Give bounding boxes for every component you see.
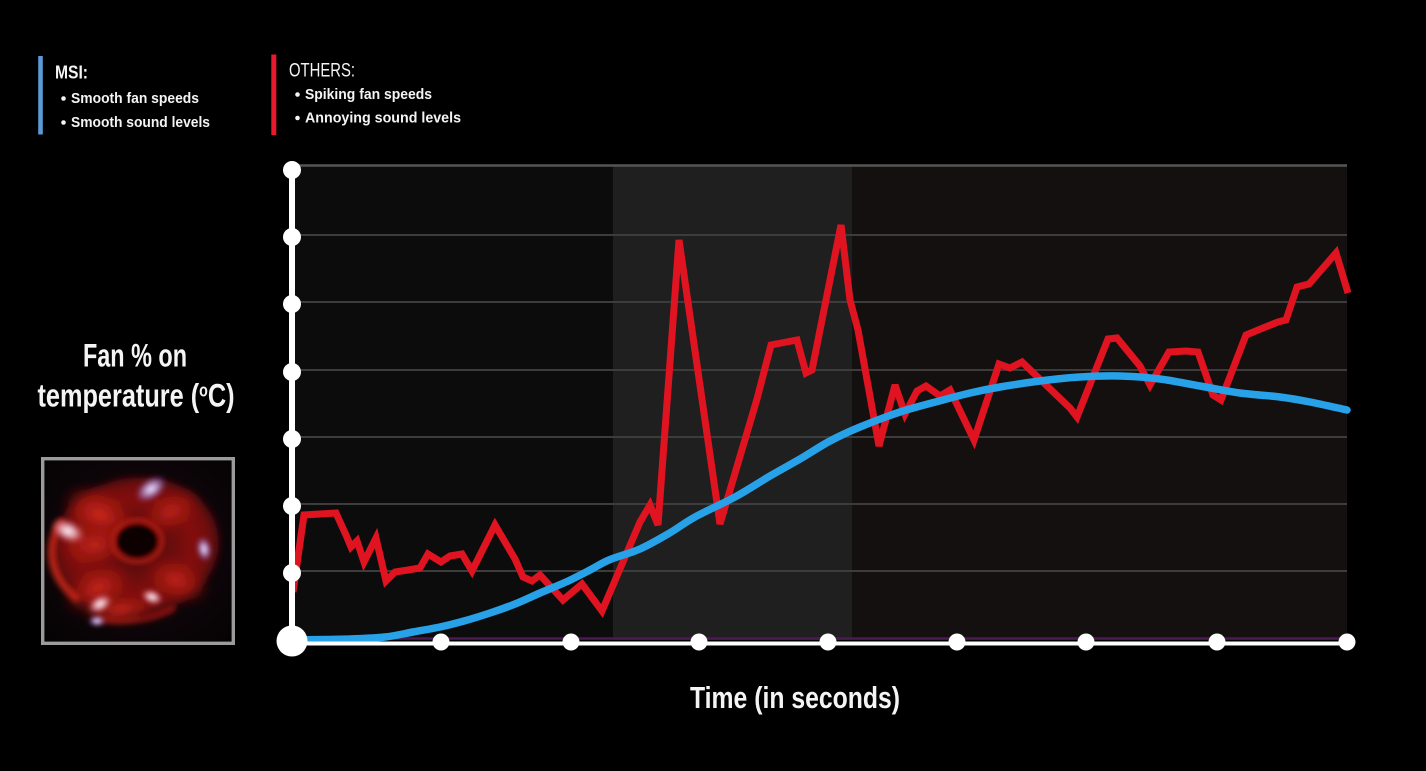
svg-text:Smooth fan speeds: Smooth fan speeds: [71, 91, 199, 107]
svg-text:Time (in seconds): Time (in seconds): [690, 680, 900, 715]
svg-text:Smooth sound levels: Smooth sound levels: [71, 115, 210, 131]
svg-text:Fan % on: Fan % on: [83, 338, 187, 374]
svg-text:Spiking fan speeds: Spiking fan speeds: [305, 87, 432, 103]
svg-text:OTHERS:: OTHERS:: [289, 60, 355, 82]
svg-text:MSI:: MSI:: [55, 63, 88, 83]
svg-text:Annoying sound levels: Annoying sound levels: [305, 111, 461, 127]
